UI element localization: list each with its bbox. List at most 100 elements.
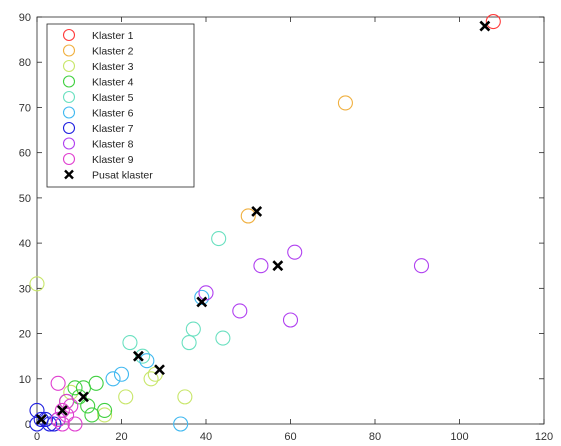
data-point — [185, 321, 201, 337]
cluster-center-point — [132, 350, 144, 362]
legend-label: Klaster 7 — [92, 123, 134, 135]
data-point — [122, 335, 138, 351]
data-point — [29, 276, 45, 292]
legend-marker — [62, 28, 76, 42]
series-8 — [198, 244, 430, 328]
data-point — [173, 416, 189, 432]
y-tick-label: 20 — [19, 329, 31, 341]
legend-marker — [62, 106, 76, 119]
x-tick-label: 80 — [369, 431, 381, 443]
legend-label: Klaster 8 — [92, 139, 134, 151]
legend-label: Klaster 5 — [92, 92, 134, 104]
data-marks — [29, 13, 501, 432]
data-point — [198, 285, 214, 301]
cluster-center-point — [272, 260, 284, 272]
data-point — [287, 244, 303, 260]
legend-label: Klaster 3 — [92, 61, 134, 73]
legend-label: Klaster 9 — [92, 154, 134, 166]
legend: Klaster 1 Klaster 2 Klaster 3 Klaster 4 Klas… — [46, 23, 195, 188]
data-point — [80, 398, 96, 414]
legend-marker — [62, 44, 76, 57]
legend-marker — [62, 121, 76, 135]
data-point — [215, 330, 231, 346]
data-point — [50, 375, 66, 391]
series-1 — [485, 13, 501, 30]
cluster-center-point — [251, 206, 263, 217]
x-tick-label: 100 — [450, 431, 468, 443]
x-tick-label: 60 — [284, 431, 296, 443]
data-point — [59, 393, 75, 409]
data-point — [118, 389, 134, 405]
data-point — [181, 335, 197, 351]
legend-marker — [62, 75, 76, 88]
y-tick-label: 70 — [19, 102, 31, 114]
legend-label: Pusat klaster — [92, 170, 153, 182]
cluster-center-point — [479, 20, 491, 32]
y-tick-label: 50 — [19, 193, 31, 205]
cluster-center-point — [78, 391, 89, 403]
legend-marker — [62, 59, 76, 73]
legend-marker — [62, 137, 76, 150]
series-10 — [35, 20, 491, 425]
legend-label: Klaster 1 — [92, 30, 134, 42]
data-point — [113, 366, 130, 382]
data-point — [33, 411, 49, 428]
legend-marker-x — [64, 169, 74, 180]
data-point — [50, 411, 66, 428]
legend-marker — [62, 152, 76, 166]
data-point — [253, 258, 269, 274]
data-point — [413, 258, 430, 274]
cluster-center-point — [196, 296, 208, 308]
cluster-center-stroke — [56, 405, 68, 416]
data-point — [282, 312, 299, 328]
legend-label: Klaster 6 — [92, 108, 134, 120]
cluster-center-point — [56, 405, 68, 416]
y-tick-label: 10 — [19, 374, 31, 386]
data-point — [63, 398, 79, 414]
legend-marker — [62, 90, 76, 104]
cluster-center-stroke — [132, 350, 144, 362]
data-point — [232, 303, 248, 319]
legend-marker-stroke — [64, 169, 74, 180]
x-tick-label: 20 — [115, 431, 127, 443]
y-tick-label: 40 — [19, 238, 31, 250]
data-point — [42, 416, 58, 432]
cluster-center-stroke — [251, 206, 263, 217]
cluster-center-stroke — [479, 20, 491, 32]
series-6 — [105, 289, 210, 432]
data-point — [194, 289, 210, 305]
data-point — [88, 375, 104, 391]
data-point — [105, 371, 121, 387]
data-point — [97, 407, 113, 423]
legend-label: Klaster 4 — [92, 77, 134, 89]
legend-label: Klaster 2 — [92, 46, 134, 58]
data-point — [67, 416, 83, 432]
cluster-center-stroke — [196, 296, 208, 308]
data-point — [143, 371, 159, 387]
y-tick-label: 60 — [19, 148, 31, 160]
cluster-center-stroke — [78, 391, 89, 403]
x-tick-label: 40 — [200, 431, 212, 443]
x-tick-label: 0 — [34, 431, 40, 443]
cluster-center-stroke — [154, 364, 165, 376]
data-point — [177, 389, 193, 405]
data-point — [337, 95, 353, 111]
x-tick-label: 120 — [535, 431, 553, 443]
data-point — [139, 353, 155, 369]
data-point — [240, 208, 256, 224]
y-tick-label: 80 — [19, 57, 31, 69]
legend-box — [46, 23, 195, 188]
cluster-center-point — [35, 414, 47, 425]
data-point — [67, 380, 83, 396]
data-point — [37, 411, 54, 428]
y-tick-label: 0 — [25, 419, 31, 431]
cluster-center-stroke — [272, 260, 284, 272]
cluster-center-point — [154, 364, 165, 376]
y-tick-label: 90 — [19, 12, 31, 24]
data-point — [84, 407, 100, 423]
data-point — [211, 231, 227, 247]
cluster-center-stroke — [35, 414, 47, 425]
y-tick-label: 30 — [19, 283, 31, 295]
